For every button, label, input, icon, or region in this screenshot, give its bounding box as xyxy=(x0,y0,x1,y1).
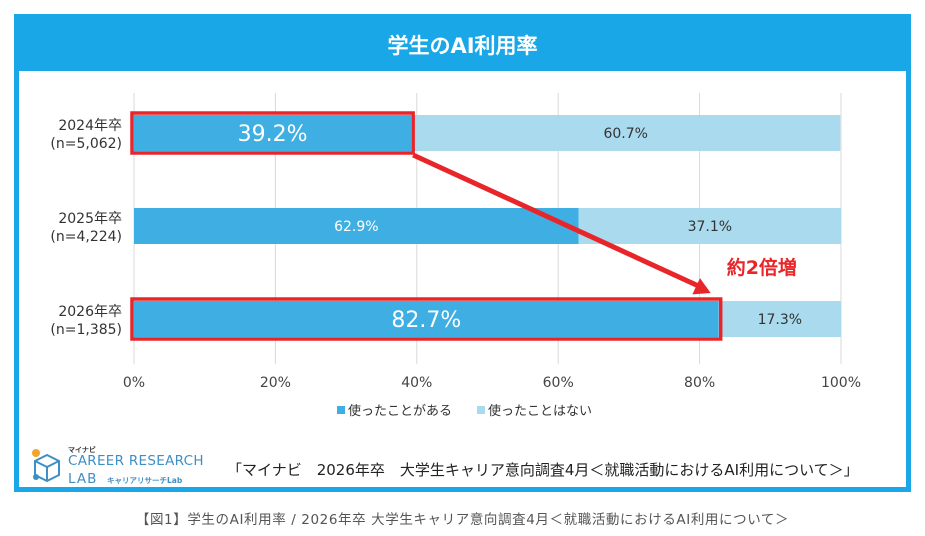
cube-logo-icon xyxy=(32,449,60,483)
annotation-label: 約2倍増 xyxy=(727,256,797,279)
x-tick-label: 60% xyxy=(543,375,574,391)
category-n-label: (n=1,385) xyxy=(50,322,122,338)
bar-value-label: 62.9% xyxy=(334,219,378,235)
category-label: 2026年卒 xyxy=(58,304,122,320)
bar-value-label: 17.3% xyxy=(758,312,802,328)
bar-segment xyxy=(134,301,719,337)
logo-line2: LAB xyxy=(68,471,98,487)
category-n-label: (n=5,062) xyxy=(50,136,122,152)
increase-arrow-head xyxy=(692,278,711,295)
x-tick-label: 100% xyxy=(821,375,861,391)
legend-label: 使ったことがある xyxy=(348,403,452,419)
chart-card: 学生のAI利用率 0% 20% 40% 60% 80% 100% 39.2% 60.7% 202… xyxy=(14,14,911,492)
career-research-lab-logo: マイナビ CAREER RESEARCH LAB キャリアリサーチLab xyxy=(27,445,227,489)
bar-segment xyxy=(718,301,841,337)
legend-label: 使ったことはない xyxy=(488,403,592,419)
bar-chart: 0% 20% 40% 60% 80% 100% 39.2% 60.7% 2024年卒 (n=5,0… xyxy=(50,93,861,419)
figure-caption: 【図1】学生のAI利用率 / 2026年卒 大学生キャリア意向調査4月＜就職活動… xyxy=(135,512,790,528)
bar-value-label: 60.7% xyxy=(603,126,647,142)
logo-line1: CAREER RESEARCH xyxy=(68,453,204,469)
logo-brand-small: マイナビ xyxy=(68,446,96,454)
x-tick-label: 80% xyxy=(684,375,715,391)
legend-swatch xyxy=(477,406,485,414)
bar-segment xyxy=(134,115,412,151)
increase-arrow-line xyxy=(412,152,702,290)
category-n-label: (n=4,224) xyxy=(50,229,122,245)
bar-value-label: 82.7% xyxy=(391,308,461,333)
bar-value-label: 39.2% xyxy=(238,122,308,147)
bar-segment xyxy=(134,208,579,244)
bar-segment xyxy=(578,208,841,244)
logo-kana: キャリアリサーチLab xyxy=(107,476,183,485)
source-text: 「マイナビ 2026年卒 大学生キャリア意向調査4月＜就職活動におけるAI利用に… xyxy=(227,461,859,479)
x-tick-label: 0% xyxy=(123,375,145,391)
x-tick-label: 20% xyxy=(260,375,291,391)
category-label: 2025年卒 xyxy=(58,211,122,227)
legend-swatch xyxy=(337,406,345,414)
highlight-box xyxy=(130,297,723,341)
x-tick-label: 40% xyxy=(401,375,432,391)
chart-title: 学生のAI利用率 xyxy=(19,19,906,71)
highlight-box xyxy=(130,111,415,155)
category-label: 2024年卒 xyxy=(58,118,122,134)
bar-segment xyxy=(411,115,841,151)
bar-value-label: 37.1% xyxy=(688,219,732,235)
